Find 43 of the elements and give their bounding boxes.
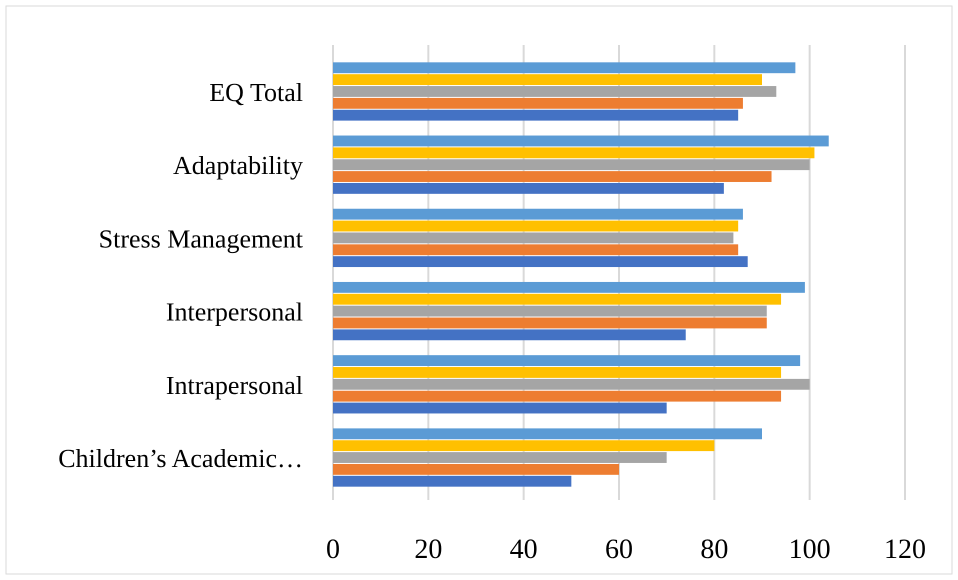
bar: [333, 98, 743, 109]
y-tick-label: Interpersonal: [166, 298, 303, 327]
bar: [333, 378, 810, 390]
x-tick-label: 80: [700, 534, 728, 565]
y-tick-label: Intrapersonal: [166, 370, 303, 400]
bar: [333, 367, 782, 378]
bar: [333, 440, 714, 452]
bar: [333, 329, 686, 340]
bar: [333, 244, 738, 256]
bar: [333, 282, 805, 293]
bar: [333, 256, 748, 268]
x-tick-label: 0: [326, 534, 340, 565]
bar: [333, 402, 667, 414]
bar: [333, 476, 572, 487]
bar: [333, 86, 776, 97]
bar: [333, 232, 734, 244]
bar: [333, 147, 814, 158]
y-tick-label: Children’s Academic…: [58, 444, 303, 474]
y-tick-label: Stress Management: [98, 224, 304, 254]
bar: [333, 318, 767, 328]
x-tick-label: 20: [414, 534, 442, 565]
bar: [333, 74, 762, 86]
bar: [333, 110, 738, 121]
bar: [333, 428, 762, 440]
bar: [333, 208, 743, 220]
bar: [333, 294, 782, 305]
x-tick-label: 100: [788, 534, 831, 565]
bar: [333, 355, 800, 366]
bar: [333, 390, 782, 402]
x-tick-label: 120: [884, 534, 926, 565]
y-tick-label: EQ Total: [209, 78, 303, 107]
y-tick-label: Adaptability: [173, 151, 303, 180]
bar: [333, 220, 738, 232]
bar: [333, 136, 829, 146]
bar: [333, 452, 667, 463]
bar: [333, 182, 724, 194]
bar: [333, 464, 619, 475]
bar: [333, 62, 796, 74]
x-tick-label: 60: [605, 534, 633, 565]
x-tick-label: 40: [510, 534, 538, 565]
bar: [333, 159, 810, 170]
bar: [333, 171, 772, 182]
bar: [333, 306, 767, 317]
